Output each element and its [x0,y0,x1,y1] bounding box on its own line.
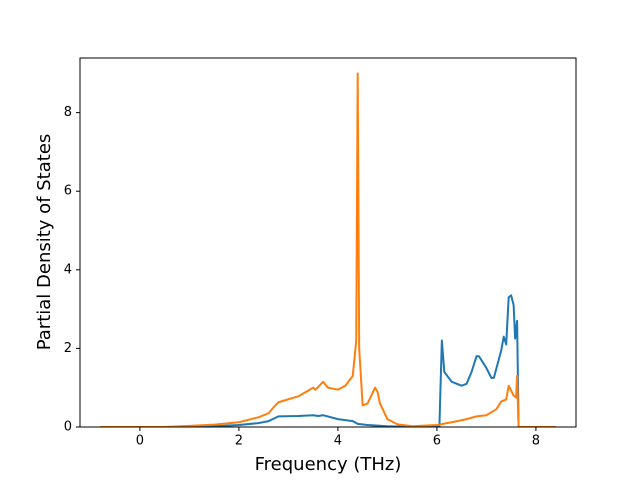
y-tick-label: 4 [64,262,72,277]
x-tick-label: 6 [433,434,441,449]
x-tick-label: 8 [532,434,540,449]
y-tick-label: 0 [64,420,72,435]
data-line [100,294,556,427]
y-tick-label: 2 [64,341,72,356]
y-axis-label: Partial Density of States [34,134,55,351]
x-tick-label: 0 [136,434,144,449]
x-axis-label: Frequency (THz) [255,454,402,475]
y-tick-label: 6 [64,184,72,199]
x-tick-label: 2 [235,434,243,449]
plot-frame [79,57,577,428]
data-line [100,72,556,427]
x-tick-label: 4 [334,434,342,449]
y-tick-label: 8 [64,105,72,120]
